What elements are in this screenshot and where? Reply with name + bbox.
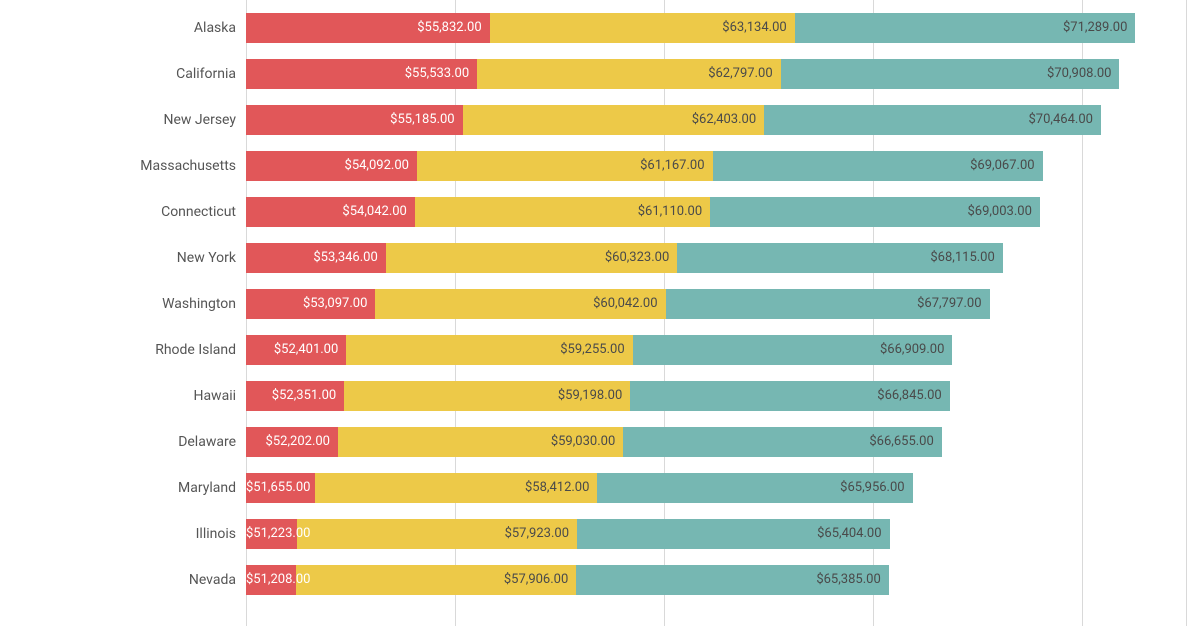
chart-row: Maryland$65,956.00$58,412.00$51,655.00 <box>0 473 1200 503</box>
category-label: Alaska <box>0 13 236 43</box>
category-label: New York <box>0 243 236 273</box>
bar-value-label: $52,401.00 <box>246 335 346 365</box>
chart-row: Massachusetts$69,067.00$61,167.00$54,092… <box>0 151 1200 181</box>
category-label: Nevada <box>0 565 236 595</box>
bar-value-label: $52,202.00 <box>246 427 338 457</box>
bar-value-label: $51,223.00 <box>246 519 297 549</box>
chart-row: New Jersey$70,464.00$62,403.00$55,185.00 <box>0 105 1200 135</box>
bar-value-label: $55,832.00 <box>246 13 490 43</box>
category-label: Washington <box>0 289 236 319</box>
bar-value-label: $53,346.00 <box>246 243 386 273</box>
bar-value-label: $52,351.00 <box>246 381 344 411</box>
bar-value-label: $51,655.00 <box>246 473 315 503</box>
chart-row: Connecticut$69,003.00$61,110.00$54,042.0… <box>0 197 1200 227</box>
category-label: Illinois <box>0 519 236 549</box>
category-label: Hawaii <box>0 381 236 411</box>
category-label: Delaware <box>0 427 236 457</box>
chart-row: Nevada$65,385.00$57,906.00$51,208.00 <box>0 565 1200 595</box>
bar-value-label: $51,208.00 <box>246 565 296 595</box>
category-label: Rhode Island <box>0 335 236 365</box>
category-label: Maryland <box>0 473 236 503</box>
category-label: Connecticut <box>0 197 236 227</box>
chart-row: California$70,908.00$62,797.00$55,533.00 <box>0 59 1200 89</box>
category-label: New Jersey <box>0 105 236 135</box>
chart-row: Washington$67,797.00$60,042.00$53,097.00 <box>0 289 1200 319</box>
category-label: California <box>0 59 236 89</box>
bar-value-label: $54,042.00 <box>246 197 415 227</box>
chart-row: Hawaii$66,845.00$59,198.00$52,351.00 <box>0 381 1200 411</box>
chart-container: Alaska$71,289.00$63,134.00$55,832.00 Cali… <box>0 0 1200 626</box>
category-label: Massachusetts <box>0 151 236 181</box>
bar-value-label: $55,185.00 <box>246 105 463 135</box>
chart-row: New York$68,115.00$60,323.00$53,346.00 <box>0 243 1200 273</box>
bar-value-label: $55,533.00 <box>246 59 477 89</box>
chart-row: Illinois$65,404.00$57,923.00$51,223.00 <box>0 519 1200 549</box>
bar-value-label: $53,097.00 <box>246 289 375 319</box>
bar-value-label: $54,092.00 <box>246 151 417 181</box>
chart-row: Delaware$66,655.00$59,030.00$52,202.00 <box>0 427 1200 457</box>
chart-row: Rhode Island$66,909.00$59,255.00$52,401.… <box>0 335 1200 365</box>
chart-row: Alaska$71,289.00$63,134.00$55,832.00 <box>0 13 1200 43</box>
